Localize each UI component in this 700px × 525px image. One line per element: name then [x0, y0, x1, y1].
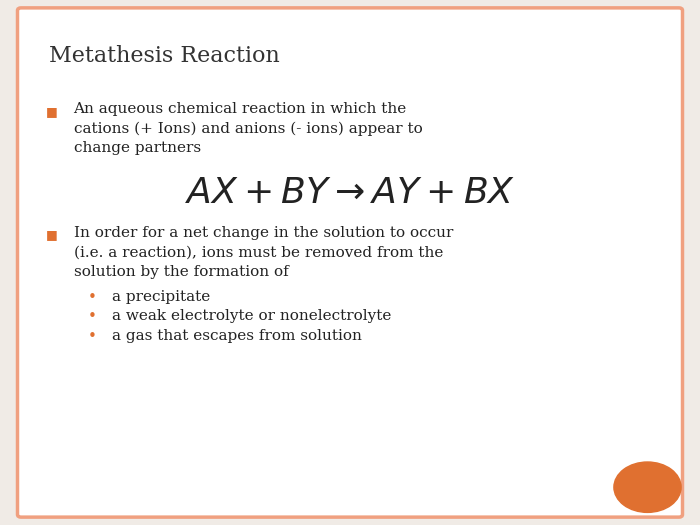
- Text: a gas that escapes from solution: a gas that escapes from solution: [112, 329, 362, 343]
- Text: ■: ■: [46, 228, 57, 242]
- Text: $AX + BY \rightarrow AY + BX$: $AX + BY \rightarrow AY + BX$: [185, 176, 515, 210]
- Text: An aqueous chemical reaction in which the: An aqueous chemical reaction in which th…: [74, 102, 407, 117]
- Text: a weak electrolyte or nonelectrolyte: a weak electrolyte or nonelectrolyte: [112, 309, 391, 323]
- Text: •: •: [88, 290, 97, 305]
- Text: (i.e. a reaction), ions must be removed from the: (i.e. a reaction), ions must be removed …: [74, 245, 443, 259]
- Text: •: •: [88, 309, 97, 324]
- Circle shape: [614, 462, 681, 512]
- Text: Metathesis Reaction: Metathesis Reaction: [49, 45, 280, 67]
- Text: •: •: [88, 329, 97, 344]
- Text: In order for a net change in the solution to occur: In order for a net change in the solutio…: [74, 226, 453, 240]
- Text: change partners: change partners: [74, 141, 201, 155]
- Text: ■: ■: [46, 105, 57, 118]
- Text: a precipitate: a precipitate: [112, 290, 210, 304]
- Text: cations (+ Ions) and anions (- ions) appear to: cations (+ Ions) and anions (- ions) app…: [74, 122, 422, 136]
- Text: solution by the formation of: solution by the formation of: [74, 265, 288, 279]
- FancyBboxPatch shape: [18, 8, 682, 517]
